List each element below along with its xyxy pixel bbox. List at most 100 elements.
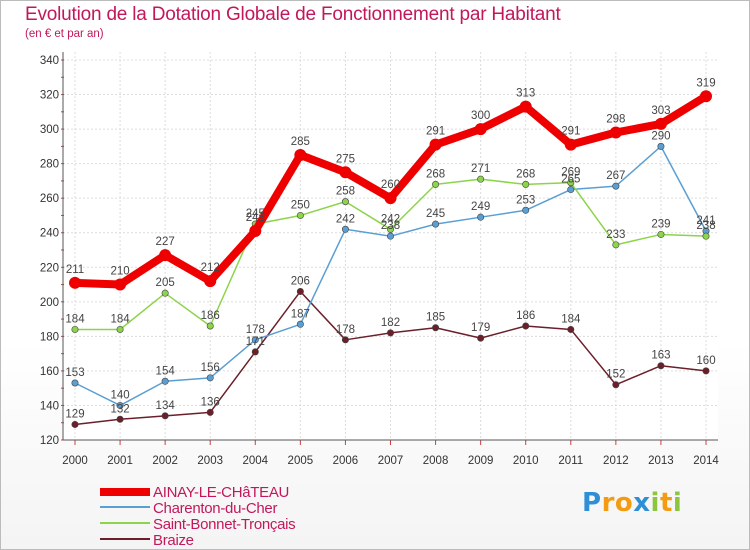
data-label-saint-bonnet-tron-ais: 268 <box>426 168 445 180</box>
data-label-ainay-le-ch-teau: 319 <box>696 77 715 89</box>
data-label-braize: 179 <box>471 322 490 334</box>
data-label-braize: 171 <box>246 336 265 348</box>
data-label-ainay-le-ch-teau: 285 <box>291 136 310 148</box>
legend-swatch-ainay <box>100 488 150 496</box>
data-label-saint-bonnet-tron-ais: 245 <box>246 208 265 220</box>
legend-item-saint-bonnet: Saint-Bonnet-Tronçais <box>100 516 400 533</box>
data-point-ainay-le-ch-teau <box>159 249 172 262</box>
data-label-ainay-le-ch-teau: 210 <box>110 266 129 278</box>
logo-letter: t <box>659 488 673 518</box>
data-label-saint-bonnet-tron-ais: 239 <box>651 218 670 230</box>
x-tick-label: 2011 <box>558 455 583 467</box>
data-label-ainay-le-ch-teau: 275 <box>336 153 355 165</box>
legend-swatch-braize <box>100 538 150 540</box>
data-label-braize: 182 <box>381 317 400 329</box>
data-point-ainay-le-ch-teau <box>429 138 442 151</box>
data-label-charenton-du-cher: 178 <box>246 324 265 336</box>
data-point-braize <box>386 329 394 337</box>
y-tick-label: 160 <box>40 366 59 378</box>
data-label-charenton-du-cher: 249 <box>471 201 490 213</box>
data-point-braize <box>206 408 214 416</box>
data-label-charenton-du-cher: 241 <box>696 215 715 227</box>
data-label-braize: 185 <box>426 312 445 324</box>
y-tick-label: 200 <box>40 297 59 309</box>
data-point-ainay-le-ch-teau <box>339 166 352 179</box>
data-point-charenton-du-cher <box>657 142 665 150</box>
y-tick-label: 220 <box>40 262 59 274</box>
y-tick-label: 280 <box>40 159 59 171</box>
y-tick-label: 260 <box>40 193 59 205</box>
data-point-ainay-le-ch-teau <box>474 123 487 136</box>
data-point-saint-bonnet-tron-ais <box>522 180 530 188</box>
proxiti-logo: Proxiti <box>582 488 682 518</box>
data-label-braize: 136 <box>201 396 220 408</box>
x-tick-label: 2008 <box>423 455 449 467</box>
data-label-braize: 132 <box>110 403 129 415</box>
x-tick-label: 2001 <box>107 455 133 467</box>
data-label-saint-bonnet-tron-ais: 184 <box>110 313 130 325</box>
data-point-braize <box>477 334 485 342</box>
data-point-charenton-du-cher <box>522 206 530 214</box>
data-point-braize <box>522 322 530 330</box>
y-tick-label: 340 <box>40 55 59 67</box>
data-label-saint-bonnet-tron-ais: 269 <box>561 167 580 179</box>
data-label-ainay-le-ch-teau: 300 <box>471 110 490 122</box>
data-label-ainay-le-ch-teau: 291 <box>426 126 445 138</box>
y-tick-label: 120 <box>40 435 59 447</box>
y-tick-label: 320 <box>40 90 59 102</box>
data-point-charenton-du-cher <box>251 336 259 344</box>
data-point-braize <box>432 324 440 332</box>
legend-item-charenton: Charenton-du-Cher <box>100 500 400 517</box>
legend-item-braize: Braize <box>100 532 400 549</box>
data-label-braize: 178 <box>336 324 355 336</box>
x-tick-label: 2014 <box>693 455 719 467</box>
data-label-ainay-le-ch-teau: 227 <box>156 236 175 248</box>
data-point-saint-bonnet-tron-ais <box>432 180 440 188</box>
data-point-braize <box>702 367 710 375</box>
data-point-saint-bonnet-tron-ais <box>206 322 214 330</box>
data-point-charenton-du-cher <box>71 379 79 387</box>
data-point-braize <box>161 412 169 420</box>
data-label-charenton-du-cher: 238 <box>381 220 400 232</box>
data-label-braize: 134 <box>156 400 176 412</box>
data-point-braize <box>251 348 259 356</box>
data-point-ainay-le-ch-teau <box>294 149 307 161</box>
logo-letter: o <box>614 488 634 518</box>
legend-label-ainay: AINAY-LE-CHâTEAU <box>153 484 290 501</box>
data-point-saint-bonnet-tron-ais <box>612 241 620 249</box>
data-point-charenton-du-cher <box>341 225 349 233</box>
data-label-charenton-du-cher: 245 <box>426 208 445 220</box>
data-point-saint-bonnet-tron-ais <box>71 325 79 333</box>
data-point-ainay-le-ch-teau <box>204 275 217 288</box>
x-tick-label: 2009 <box>468 455 494 467</box>
legend-label-braize: Braize <box>153 532 194 549</box>
data-point-charenton-du-cher <box>206 374 214 382</box>
data-point-saint-bonnet-tron-ais <box>477 175 485 183</box>
data-label-braize: 163 <box>651 350 670 362</box>
data-label-saint-bonnet-tron-ais: 268 <box>516 168 535 180</box>
data-label-charenton-du-cher: 140 <box>110 389 129 401</box>
legend-item-ainay: AINAY-LE-CHâTEAU <box>100 484 400 501</box>
data-point-charenton-du-cher <box>116 401 124 409</box>
data-point-saint-bonnet-tron-ais <box>161 289 169 297</box>
data-point-ainay-le-ch-teau <box>249 225 262 237</box>
data-label-ainay-le-ch-teau: 303 <box>651 105 670 117</box>
data-point-ainay-le-ch-teau <box>609 126 622 139</box>
x-tick-label: 2007 <box>378 455 404 467</box>
data-point-braize <box>657 362 665 370</box>
x-tick-label: 2005 <box>288 455 314 467</box>
data-label-braize: 152 <box>606 369 625 381</box>
data-label-charenton-du-cher: 253 <box>516 194 535 206</box>
data-label-charenton-du-cher: 187 <box>291 308 310 320</box>
data-label-ainay-le-ch-teau: 291 <box>561 126 580 138</box>
data-label-saint-bonnet-tron-ais: 258 <box>336 186 355 198</box>
data-point-braize <box>567 325 575 333</box>
data-label-ainay-le-ch-teau: 313 <box>516 88 535 100</box>
data-point-saint-bonnet-tron-ais <box>567 179 575 187</box>
logo-letter: x <box>633 488 651 518</box>
data-label-saint-bonnet-tron-ais: 250 <box>291 199 310 211</box>
y-tick-label: 180 <box>40 331 59 343</box>
data-label-ainay-le-ch-teau: 211 <box>66 264 84 276</box>
data-label-ainay-le-ch-teau: 212 <box>201 262 220 274</box>
